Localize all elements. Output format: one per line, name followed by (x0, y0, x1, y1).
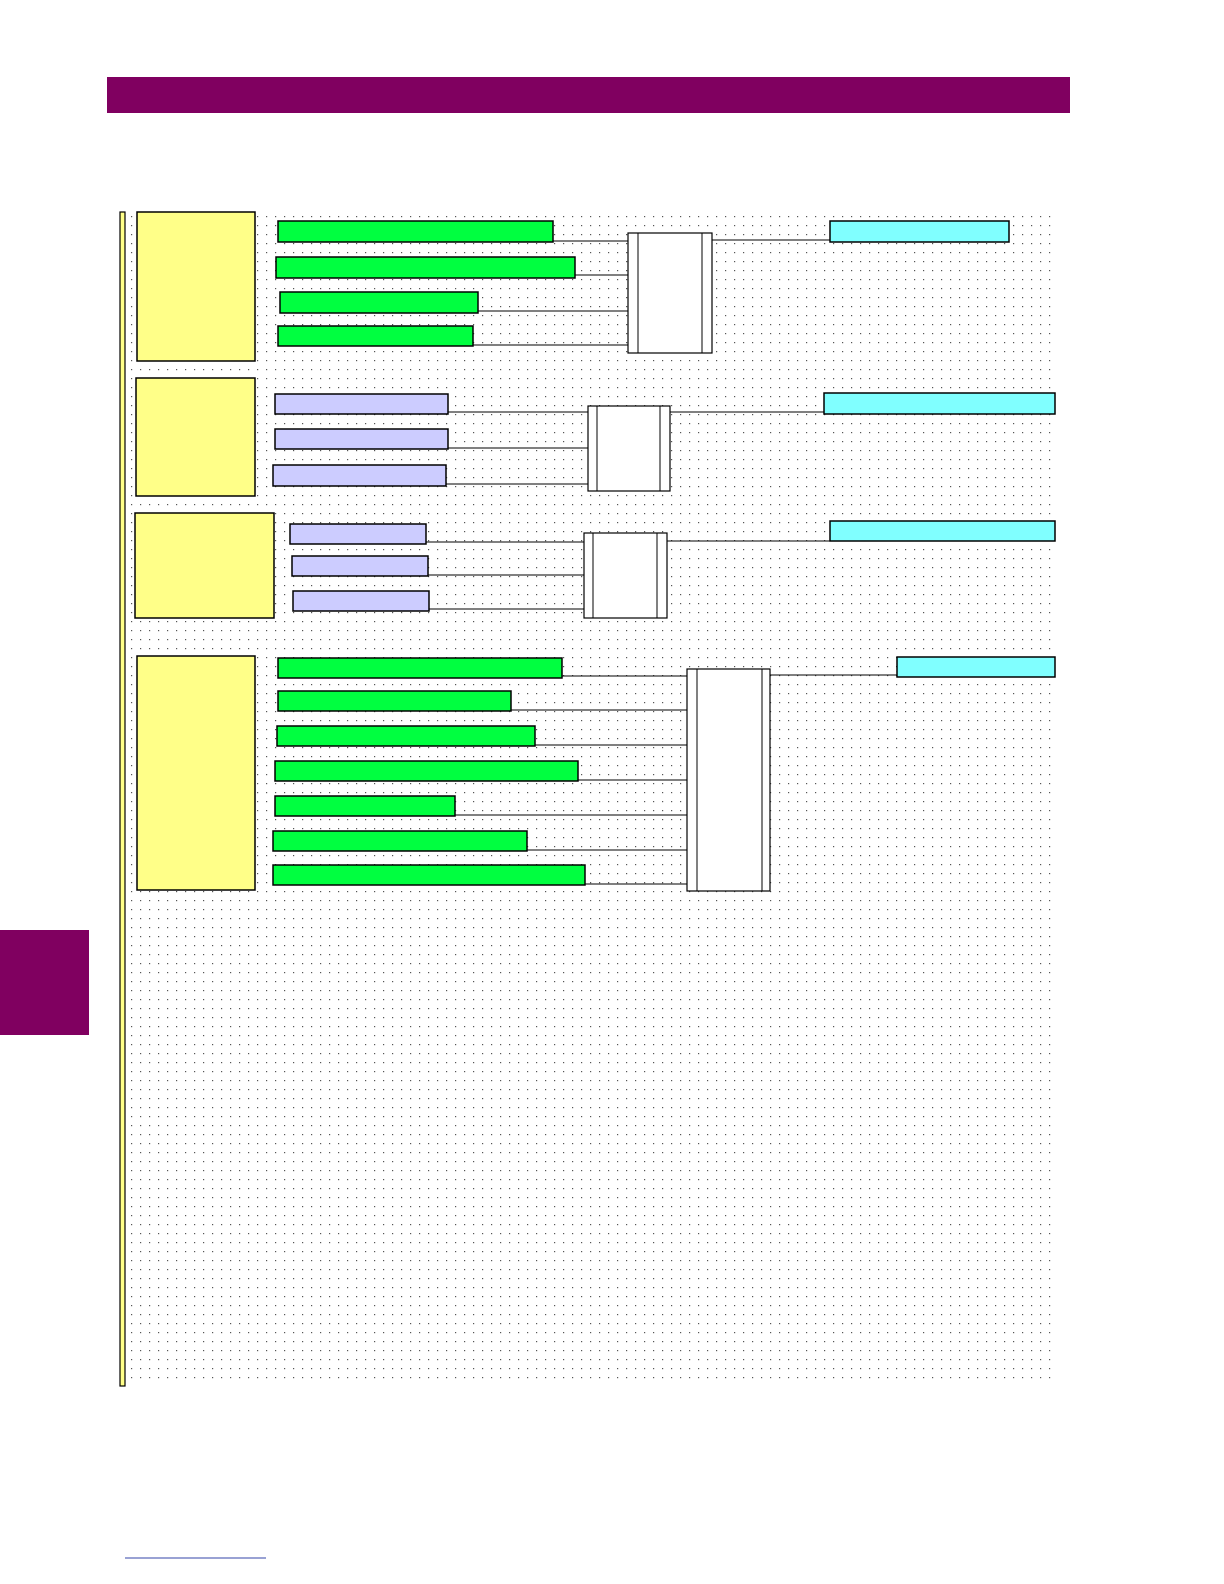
group-1 (136, 211, 1010, 362)
gate-lines (596, 406, 661, 491)
input-bar (276, 725, 536, 747)
wires (473, 239, 830, 346)
gate-lines (637, 233, 703, 353)
input-panel (136, 211, 256, 362)
input-panel (134, 512, 275, 619)
logic-gate (583, 532, 668, 619)
input-bar (291, 555, 429, 577)
input-bar (277, 657, 563, 679)
logic-gate (686, 668, 771, 892)
input-panel (135, 377, 256, 497)
input-bar (272, 864, 586, 886)
group-3 (134, 512, 1056, 619)
gate-lines (696, 669, 763, 891)
input-bar (277, 690, 512, 712)
logic-gate (627, 232, 713, 354)
group-2 (135, 377, 1056, 497)
input-bar (272, 464, 447, 487)
output-bar (896, 656, 1056, 678)
left-rail (119, 211, 126, 1387)
gate-lines (592, 533, 658, 618)
side-tab (0, 930, 89, 1035)
input-bar (274, 760, 579, 782)
input-bar (289, 523, 427, 545)
wires (426, 540, 830, 610)
logic-gate (587, 405, 671, 492)
input-bar (272, 830, 528, 852)
input-bar (275, 256, 576, 279)
input-bar (277, 220, 554, 243)
output-bar (829, 220, 1010, 243)
wires (455, 674, 897, 885)
output-bar (829, 520, 1056, 542)
output-bar (823, 392, 1056, 415)
input-bar (292, 590, 430, 612)
input-bar (274, 428, 449, 450)
input-bar (274, 393, 449, 415)
dot-grid (127, 212, 1055, 1382)
input-bar (274, 795, 456, 817)
group-4 (136, 655, 1056, 892)
header-bar (107, 77, 1070, 113)
input-bar (279, 291, 479, 314)
wires (446, 411, 824, 485)
input-bar (277, 325, 474, 347)
input-panel (136, 655, 256, 891)
